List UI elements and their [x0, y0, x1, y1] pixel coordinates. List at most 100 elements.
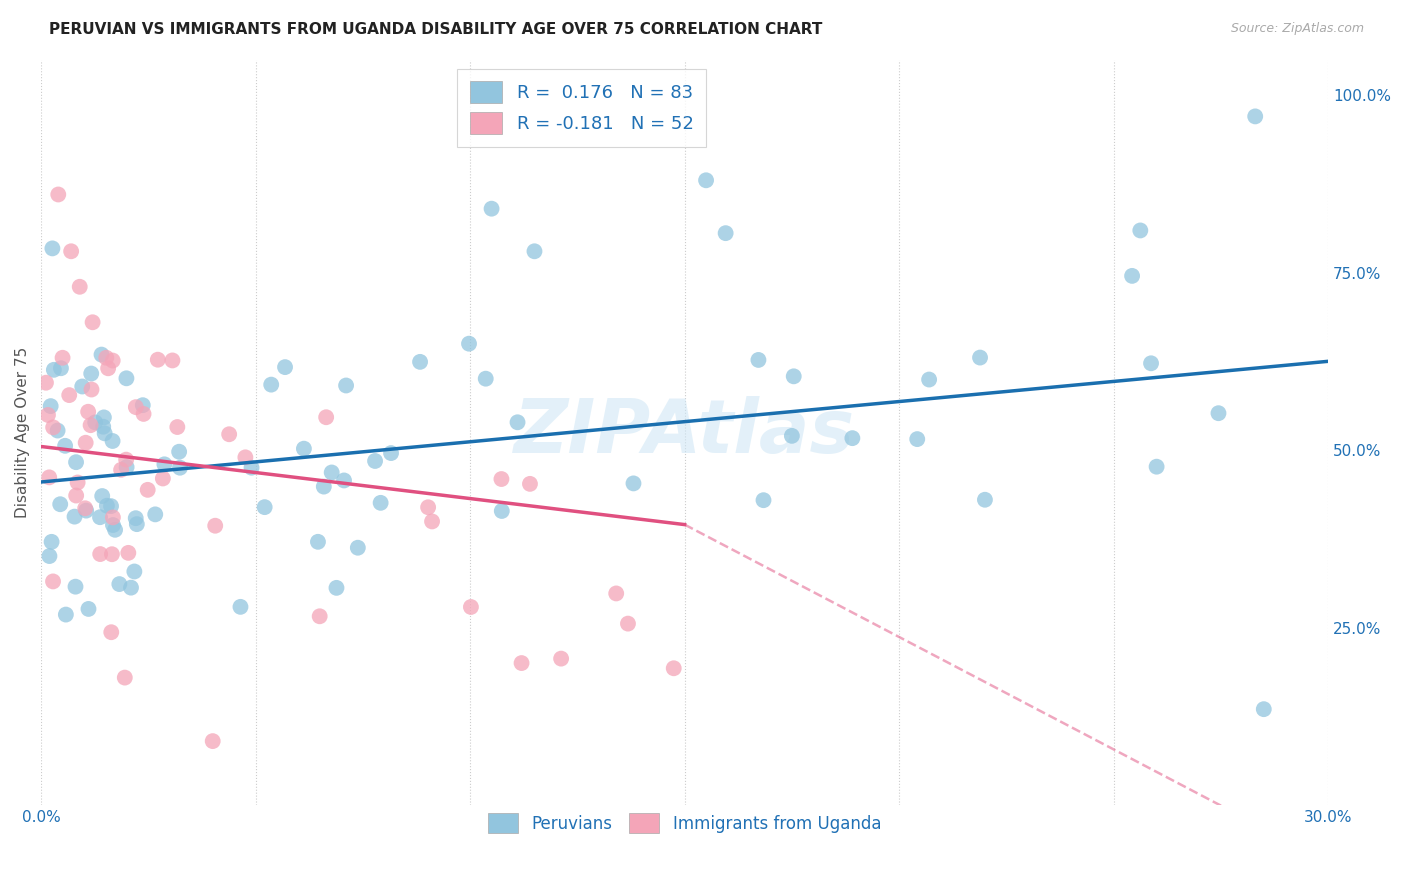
- Point: [53, 439, 76, 453]
- Point: [63, 509, 86, 524]
- Point: [1146, 459, 1168, 474]
- Point: [333, 474, 356, 488]
- Point: [918, 372, 941, 386]
- Point: [312, 480, 335, 494]
- Point: [136, 483, 159, 497]
- Point: [166, 420, 188, 434]
- Point: [110, 463, 132, 477]
- Point: [152, 471, 174, 485]
- Point: [97, 361, 120, 376]
- Point: [364, 454, 387, 468]
- Point: [491, 472, 513, 486]
- Point: [519, 476, 541, 491]
- Point: [143, 508, 166, 522]
- Point: [93, 426, 115, 441]
- Point: [42, 574, 65, 589]
- Point: [117, 546, 139, 560]
- Point: [89, 510, 111, 524]
- Point: [841, 431, 863, 445]
- Point: [169, 460, 191, 475]
- Point: [605, 586, 627, 600]
- Point: [51, 351, 73, 365]
- Point: [108, 577, 131, 591]
- Point: [75, 435, 97, 450]
- Point: [335, 378, 357, 392]
- Point: [162, 353, 184, 368]
- Point: [101, 547, 124, 561]
- Point: [115, 452, 138, 467]
- Point: [125, 511, 148, 525]
- Point: [481, 202, 503, 216]
- Point: [747, 353, 769, 368]
- Point: [37, 408, 59, 422]
- Point: [153, 458, 176, 472]
- Point: [100, 499, 122, 513]
- Point: [41, 534, 63, 549]
- Point: [491, 504, 513, 518]
- Point: [235, 450, 257, 465]
- Point: [65, 580, 87, 594]
- Point: [240, 460, 263, 475]
- Point: [101, 353, 124, 368]
- Point: [308, 609, 330, 624]
- Point: [783, 369, 806, 384]
- Point: [79, 418, 101, 433]
- Point: [124, 565, 146, 579]
- Point: [623, 476, 645, 491]
- Point: [370, 496, 392, 510]
- Point: [75, 503, 97, 517]
- Point: [325, 581, 347, 595]
- Point: [695, 173, 717, 187]
- Point: [75, 501, 97, 516]
- Point: [38, 470, 60, 484]
- Point: [104, 523, 127, 537]
- Legend: Peruvians, Immigrants from Uganda: Peruvians, Immigrants from Uganda: [477, 801, 893, 845]
- Point: [315, 410, 337, 425]
- Point: [90, 348, 112, 362]
- Point: [714, 226, 737, 240]
- Point: [752, 493, 775, 508]
- Point: [1208, 406, 1230, 420]
- Point: [66, 475, 89, 490]
- Point: [69, 279, 91, 293]
- Point: [132, 407, 155, 421]
- Point: [380, 446, 402, 460]
- Point: [132, 398, 155, 412]
- Point: [101, 518, 124, 533]
- Point: [80, 383, 103, 397]
- Point: [974, 492, 997, 507]
- Point: [1140, 356, 1163, 370]
- Point: [662, 661, 685, 675]
- Point: [115, 460, 138, 475]
- Point: [460, 599, 482, 614]
- Point: [77, 405, 100, 419]
- Point: [523, 244, 546, 259]
- Point: [91, 489, 114, 503]
- Point: [292, 442, 315, 456]
- Text: Source: ZipAtlas.com: Source: ZipAtlas.com: [1230, 22, 1364, 36]
- Point: [229, 599, 252, 614]
- Point: [65, 455, 87, 469]
- Point: [274, 360, 297, 375]
- Point: [167, 444, 190, 458]
- Point: [84, 415, 107, 429]
- Point: [91, 419, 114, 434]
- Point: [409, 355, 432, 369]
- Point: [1253, 702, 1275, 716]
- Point: [321, 466, 343, 480]
- Point: [42, 420, 65, 434]
- Point: [218, 427, 240, 442]
- Point: [41, 241, 63, 255]
- Point: [506, 415, 529, 429]
- Point: [1121, 268, 1143, 283]
- Point: [125, 400, 148, 414]
- Point: [101, 510, 124, 524]
- Point: [510, 656, 533, 670]
- Point: [550, 651, 572, 665]
- Point: [780, 429, 803, 443]
- Point: [96, 351, 118, 365]
- Point: [46, 187, 69, 202]
- Point: [260, 377, 283, 392]
- Point: [125, 517, 148, 532]
- Point: [969, 351, 991, 365]
